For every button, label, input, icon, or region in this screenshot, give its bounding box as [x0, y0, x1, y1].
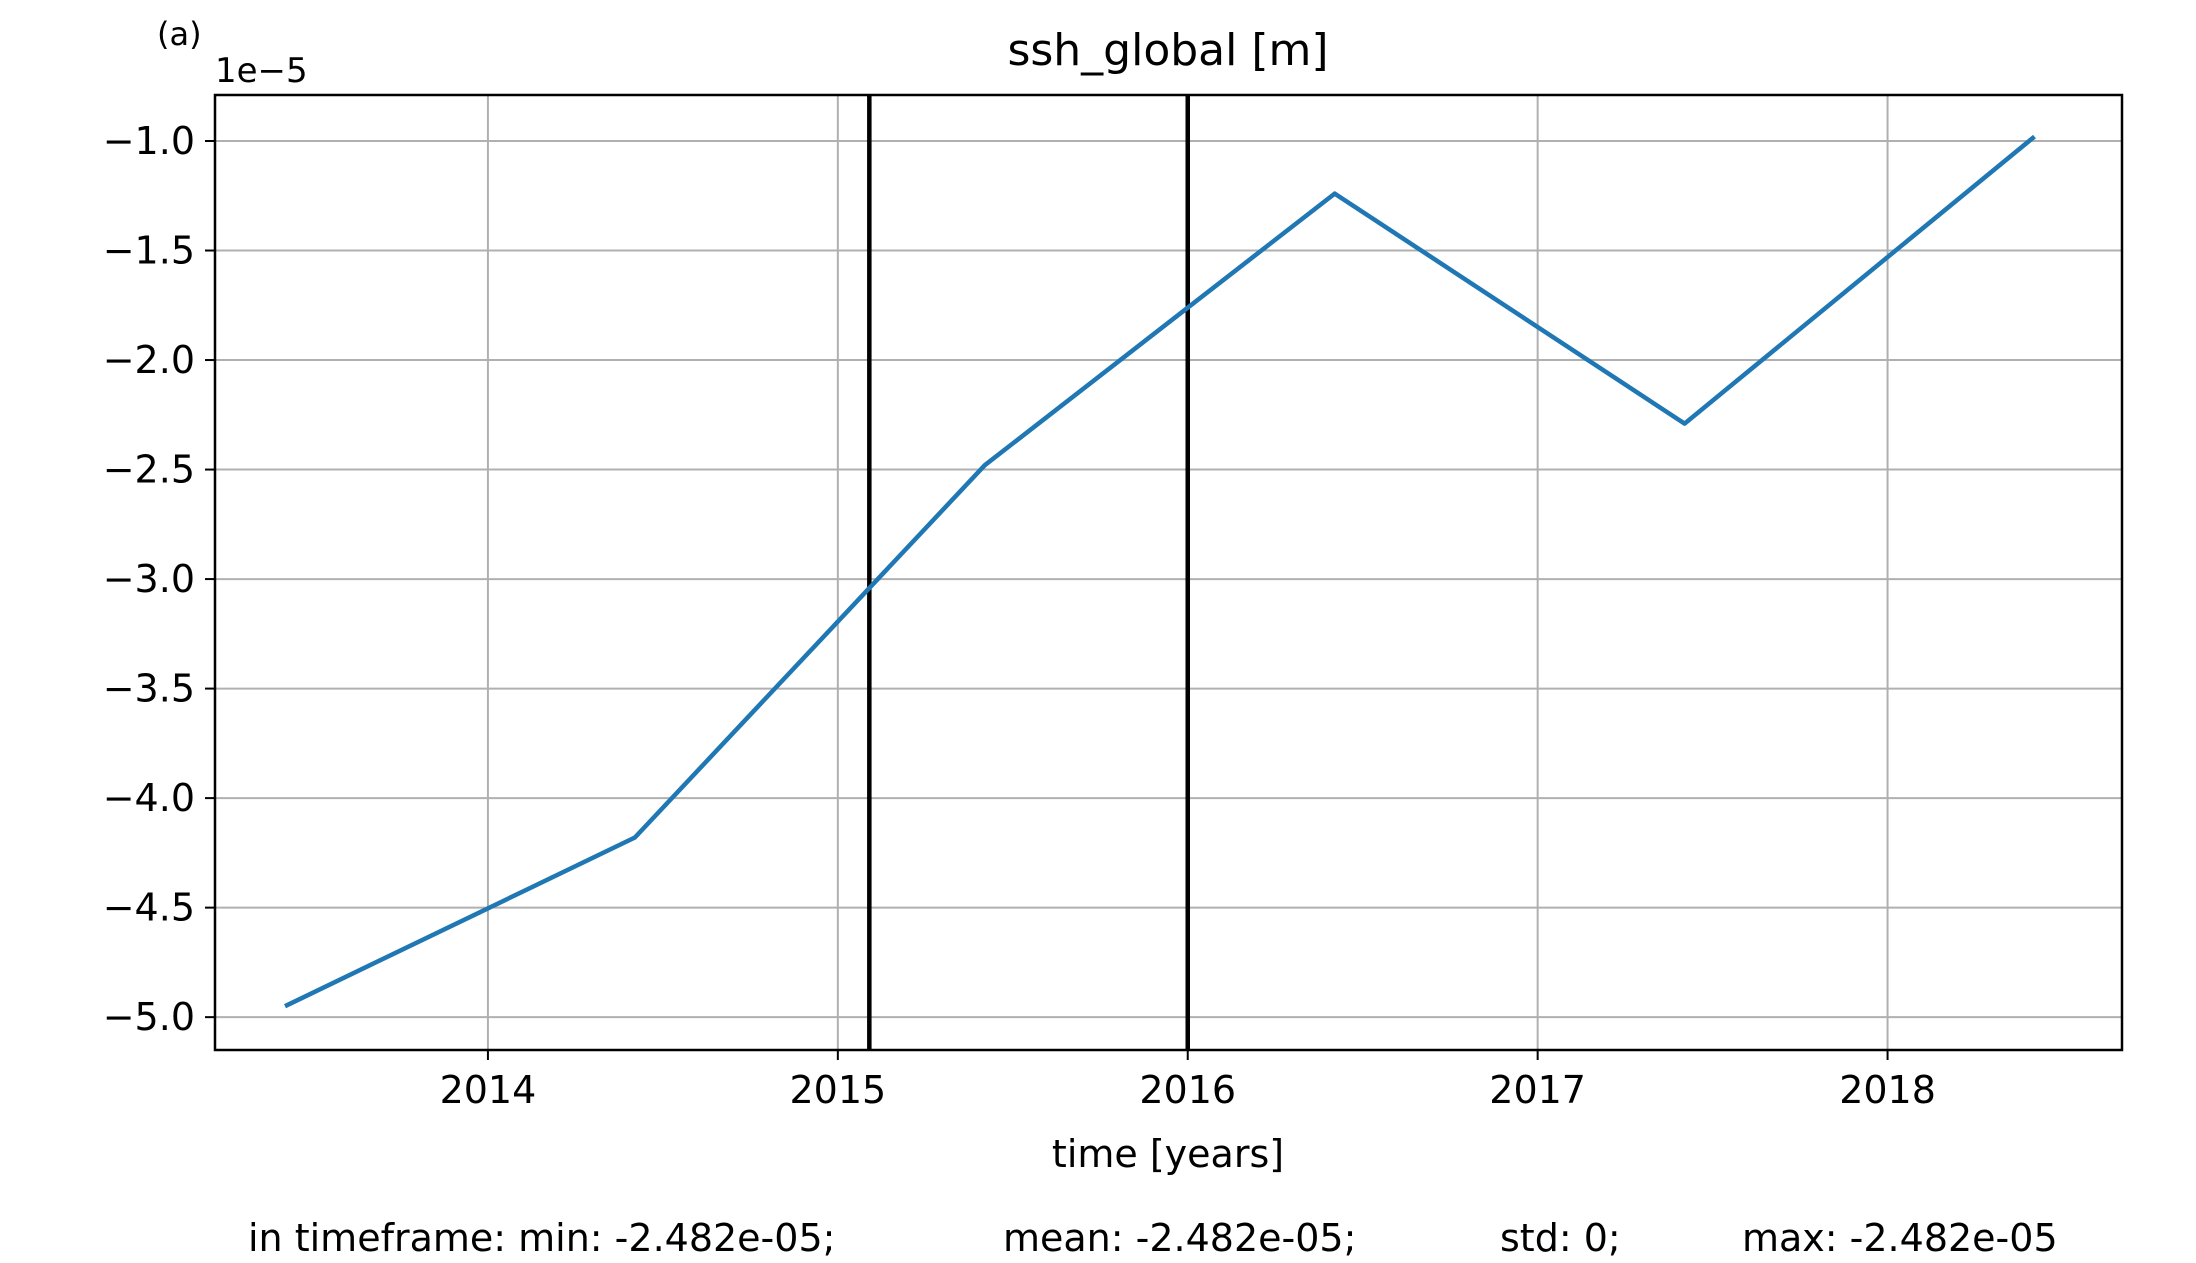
y-ticks: −1.0 −1.5 −2.0 −2.5 −3.0 −3.5 −4.0 −4.5 −5.0: [103, 119, 215, 1039]
y-tick-label: −5.0: [103, 995, 195, 1039]
y-tick-label: −4.5: [103, 886, 195, 930]
y-tick-label: −2.0: [103, 338, 195, 382]
x-axis-label: time [years]: [1052, 1132, 1284, 1176]
y-tick-label: −2.5: [103, 448, 195, 492]
x-tick-label: 2017: [1489, 1068, 1586, 1112]
x-tick-label: 2018: [1839, 1068, 1936, 1112]
y-tick-label: −1.0: [103, 119, 195, 163]
y-tick-label: −3.0: [103, 557, 195, 601]
y-tick-label: −3.5: [103, 667, 195, 711]
panel-label: (a): [157, 15, 202, 53]
y-tick-label: −1.5: [103, 229, 195, 273]
plot-frame: [213, 93, 2124, 1052]
stats-std: std: 0;: [1500, 1216, 1621, 1260]
y-tick-label: −4.0: [103, 776, 195, 820]
x-ticks: 2014 2015 2016 2017 2018: [440, 1050, 1936, 1112]
x-tick-label: 2014: [440, 1068, 537, 1112]
series-line: [284, 134, 2036, 1009]
x-tick-label: 2016: [1139, 1068, 1236, 1112]
chart-title: ssh_global [m]: [1007, 25, 1328, 76]
y-scale-label: 1e−5: [215, 51, 308, 91]
grid-lines: [215, 95, 2122, 1050]
stats-max: max: -2.482e-05: [1742, 1216, 2058, 1260]
x-tick-label: 2015: [789, 1068, 886, 1112]
vertical-markers: [867, 95, 1190, 1050]
stats-mean: mean: -2.482e-05;: [1003, 1216, 1356, 1260]
stats-min: in timeframe: min: -2.482e-05;: [248, 1216, 835, 1260]
series-lines: [284, 134, 2036, 1009]
